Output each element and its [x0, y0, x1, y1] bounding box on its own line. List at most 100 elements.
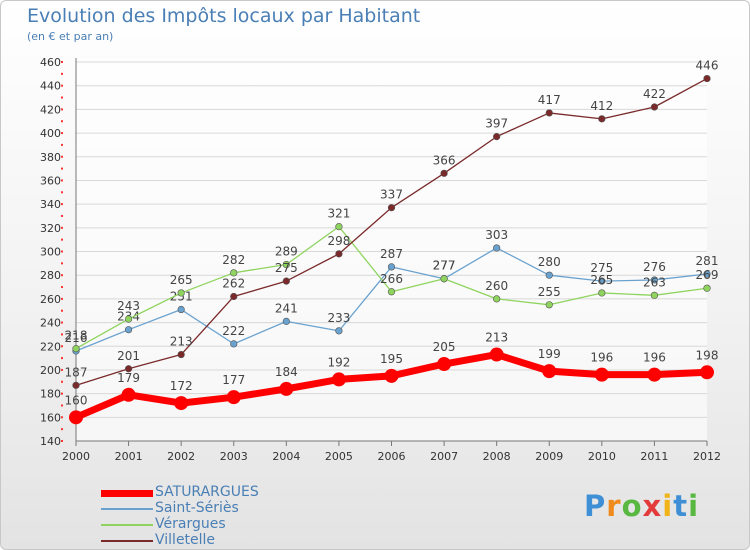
data-point — [387, 204, 396, 212]
data-label: 298 — [327, 234, 350, 248]
data-label: 255 — [538, 285, 561, 299]
y-tick-label: 280 — [40, 269, 61, 282]
data-label: 160 — [65, 393, 88, 407]
x-tick-label: 2012 — [693, 450, 721, 463]
data-point — [493, 295, 501, 303]
data-label: 213 — [485, 331, 508, 345]
data-point — [650, 276, 659, 284]
y-axis-marker — [61, 321, 63, 324]
data-point — [226, 390, 241, 405]
legend-swatch — [101, 524, 153, 526]
data-point — [69, 410, 83, 425]
data-label: 269 — [696, 268, 719, 282]
data-label: 213 — [170, 335, 193, 349]
x-tick-label: 2000 — [62, 450, 90, 463]
x-tick-label: 2010 — [588, 450, 616, 463]
data-label: 366 — [433, 153, 456, 167]
data-label: 277 — [433, 259, 456, 273]
y-axis-marker — [61, 345, 63, 348]
data-label: 196 — [643, 351, 666, 365]
data-label: 321 — [327, 207, 350, 221]
data-point — [335, 223, 343, 231]
data-point — [124, 365, 133, 373]
data-label: 446 — [696, 59, 719, 73]
legend-label: Vérargues — [155, 516, 226, 532]
data-label: 412 — [590, 99, 613, 113]
y-axis-marker — [61, 440, 63, 442]
chart-title: Evolution des Impôts locaux par Habitant — [27, 5, 421, 27]
y-axis-marker — [61, 309, 63, 312]
data-label: 281 — [696, 254, 719, 268]
logo-letter: P — [584, 489, 607, 523]
y-axis-marker — [61, 191, 63, 194]
data-point — [177, 305, 185, 314]
data-label: 282 — [222, 253, 245, 267]
data-label: 263 — [643, 275, 666, 289]
y-tick-label: 180 — [40, 388, 61, 401]
data-point — [703, 270, 711, 278]
data-label: 199 — [538, 347, 561, 361]
data-label: 266 — [380, 272, 403, 286]
x-tick-label: 2006 — [378, 450, 406, 463]
y-axis-marker — [61, 416, 63, 419]
data-label: 222 — [222, 324, 245, 338]
y-tick-label: 200 — [40, 364, 61, 377]
y-tick-label: 140 — [40, 435, 61, 448]
data-point — [72, 381, 80, 389]
y-tick-label: 240 — [40, 317, 61, 330]
x-tick-label: 2008 — [483, 450, 511, 463]
legend-label: SATURARGUES — [155, 484, 259, 500]
data-point — [647, 367, 662, 382]
logo-letter: x — [642, 489, 663, 523]
y-axis-marker — [61, 61, 63, 63]
y-axis-marker — [61, 214, 63, 217]
data-point — [387, 288, 396, 296]
data-point — [703, 284, 711, 292]
x-tick-label: 2003 — [220, 450, 248, 463]
data-point — [493, 244, 501, 252]
y-axis-marker — [61, 333, 63, 336]
data-point — [440, 275, 448, 283]
y-axis-marker — [61, 392, 63, 395]
y-tick-label: 340 — [40, 198, 61, 211]
y-axis-marker — [61, 84, 63, 87]
data-label: 205 — [433, 340, 456, 354]
y-tick-label: 360 — [40, 174, 61, 187]
data-point — [594, 367, 609, 382]
logo-letter: t — [673, 489, 689, 523]
data-label: 201 — [117, 349, 140, 363]
legend-swatch — [101, 490, 153, 497]
chart-subtitle: (en € et par an) — [27, 30, 114, 43]
data-point — [177, 350, 185, 359]
data-point — [174, 396, 189, 411]
data-label: 187 — [65, 365, 88, 379]
y-axis-marker — [61, 72, 63, 75]
y-axis-marker — [61, 179, 63, 182]
data-point — [440, 169, 448, 177]
data-point — [545, 109, 553, 117]
data-point — [331, 372, 346, 387]
data-label: 417 — [538, 93, 561, 107]
data-point — [279, 381, 294, 396]
y-tick-label: 320 — [40, 222, 61, 235]
data-label: 265 — [170, 273, 193, 287]
data-label: 192 — [327, 355, 350, 369]
data-label: 265 — [590, 273, 613, 287]
y-tick-label: 460 — [40, 56, 61, 69]
data-label: 195 — [380, 352, 403, 366]
y-axis-marker — [61, 368, 63, 371]
x-tick-label: 2007 — [430, 450, 458, 463]
y-tick-label: 420 — [40, 103, 61, 116]
y-tick-label: 440 — [40, 80, 61, 93]
y-axis-marker — [61, 250, 63, 253]
data-point — [384, 368, 399, 383]
data-point — [124, 326, 133, 334]
data-label: 243 — [117, 299, 140, 313]
y-axis-marker — [61, 226, 63, 229]
y-tick-label: 380 — [40, 151, 61, 164]
data-point — [282, 317, 290, 325]
legend-swatch — [101, 540, 153, 542]
data-label: 218 — [65, 329, 88, 343]
legend-swatch — [101, 508, 153, 510]
